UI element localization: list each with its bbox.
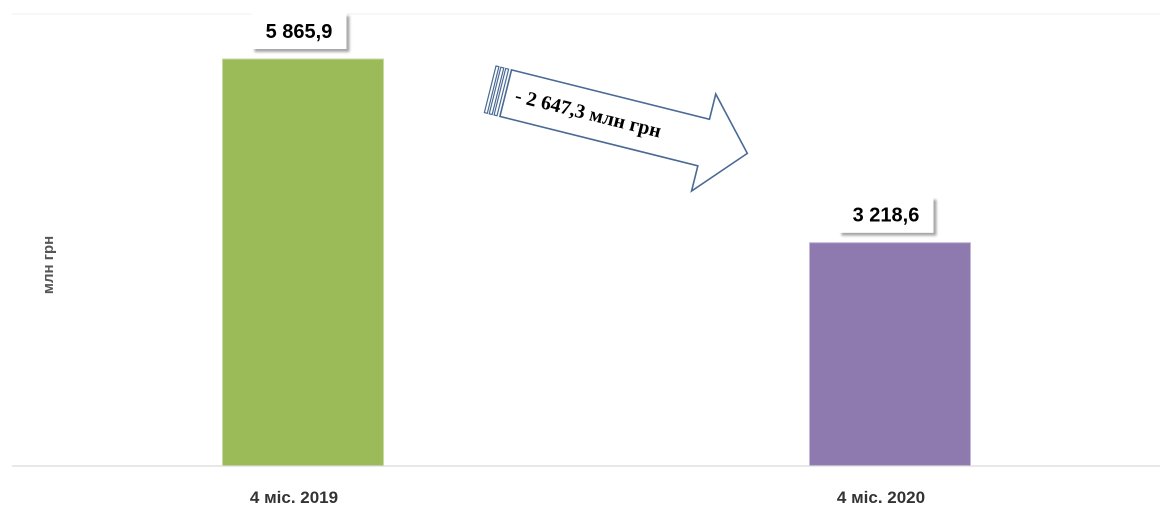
value-label-text-2020: 3 218,6 (853, 205, 920, 227)
value-label-2019: 5 865,9 (251, 13, 347, 49)
x-tick-label-2020: 4 міс. 2020 (837, 488, 925, 507)
bar-2019 (222, 58, 384, 467)
decline-arrow-tail-stripe (483, 65, 500, 115)
bar-2020 (809, 242, 971, 467)
value-label-box-2020 (838, 196, 934, 233)
decline-arrow-tail-stripe (493, 67, 510, 117)
decline-arrow-tail-stripe (488, 66, 505, 116)
value-label-text-2019: 5 865,9 (266, 21, 333, 43)
value-label-2020: 3 218,6 (838, 196, 934, 233)
value-label-box-2019 (251, 13, 347, 49)
y-axis-label: млн грн (40, 236, 57, 294)
x-tick-label-2019: 4 міс. 2019 (250, 488, 338, 507)
decline-arrow: - 2 647,3 млн грн (483, 65, 749, 193)
decline-arrow-body (498, 68, 749, 193)
